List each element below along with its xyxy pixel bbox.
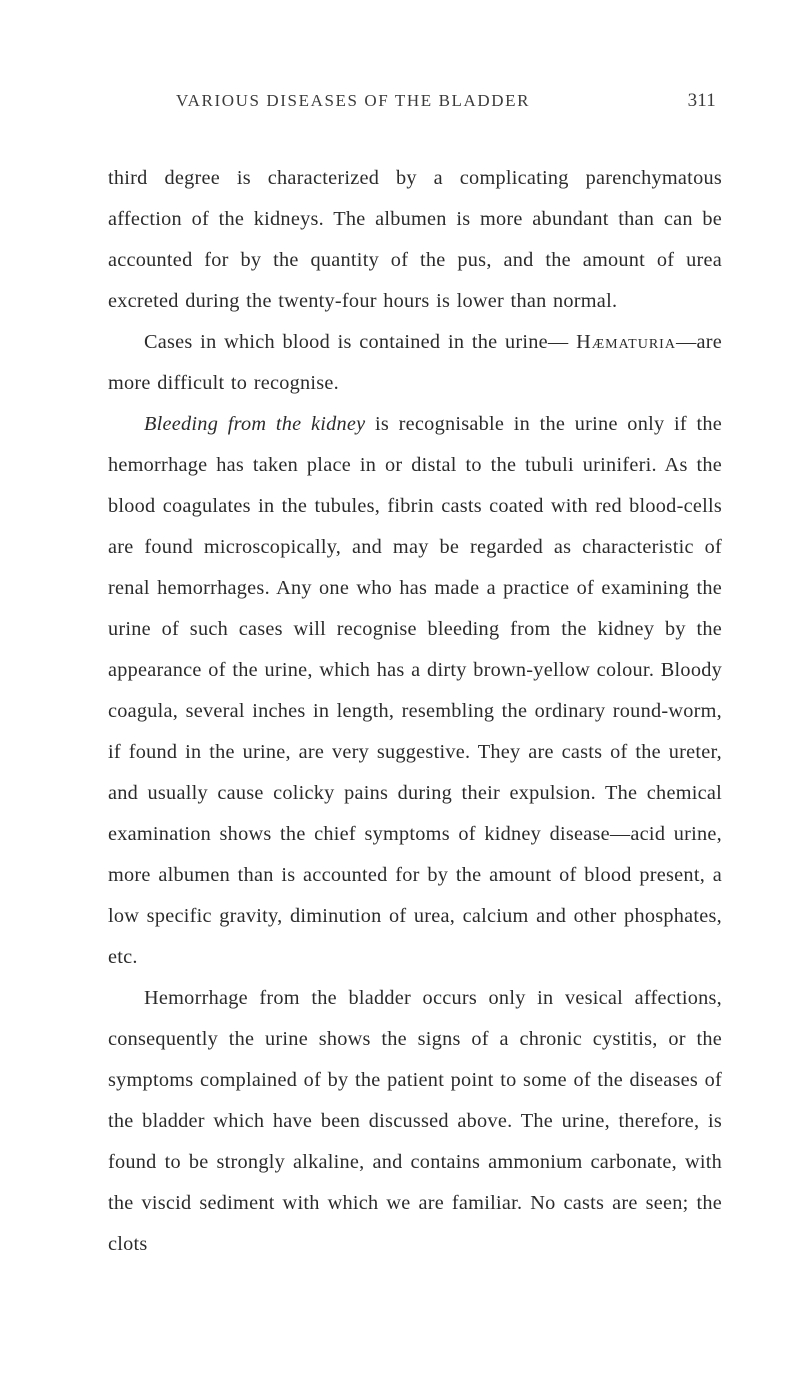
running-head: VARIOUS DISEASES OF THE BLADDER — [176, 91, 530, 111]
body-text: third degree is characterized by a compl… — [108, 158, 722, 1265]
page-header: VARIOUS DISEASES OF THE BLADDER 311 — [108, 90, 722, 112]
paragraph-3: Bleeding from the kidney is recognisable… — [108, 404, 722, 978]
paragraph-1: third degree is characterized by a compl… — [108, 158, 722, 322]
paragraph-3-rest: is recognisable in the urine only if the… — [108, 413, 722, 968]
paragraph-4: Hemorrhage from the bladder occurs only … — [108, 978, 722, 1265]
paragraph-2: Cases in which blood is contained in the… — [108, 322, 722, 404]
paragraph-2-pre: Cases in which blood is contained in the… — [144, 331, 576, 353]
page-number: 311 — [688, 90, 716, 112]
haematuria-smallcaps: Hæmaturia — [576, 331, 676, 353]
page: VARIOUS DISEASES OF THE BLADDER 311 thir… — [0, 0, 800, 1400]
paragraph-3-italic: Bleeding from the kidney — [144, 413, 365, 435]
